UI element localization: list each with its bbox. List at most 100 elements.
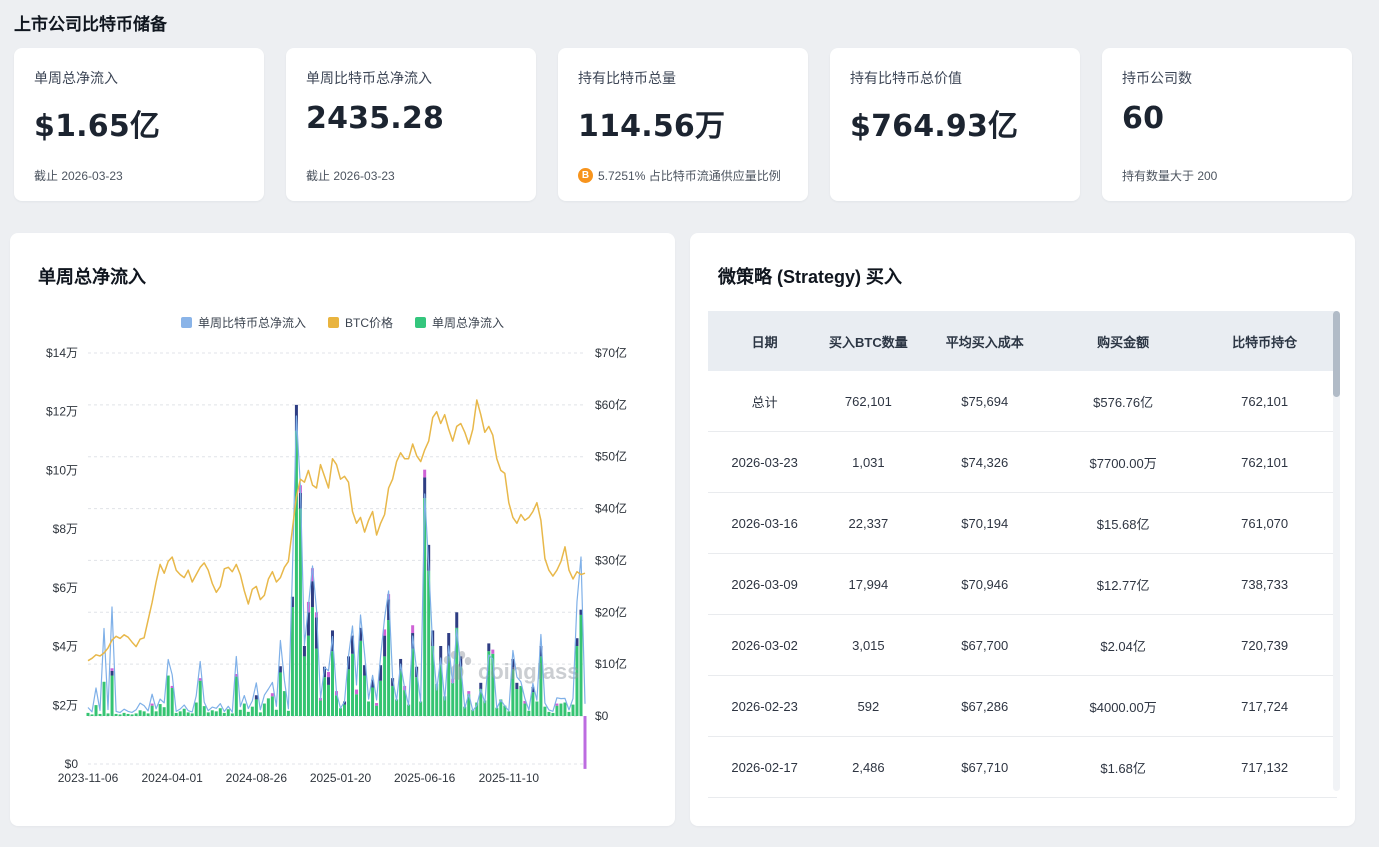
table-cell: $70,946 xyxy=(961,576,1009,592)
table-cell: 2026-03-09 xyxy=(731,576,798,592)
table-cell: 762,101 xyxy=(1241,393,1289,409)
stat-card-footnote: 截止 2026-03-23 xyxy=(34,169,123,183)
table-row: 2026-02-23 592 $67,286 $4000.00万 717,724 xyxy=(708,676,1337,737)
legend-item-1[interactable]: BTC价格 xyxy=(327,314,393,331)
stat-card-label: 单周总净流入 xyxy=(34,70,118,86)
coinglass-logo-icon xyxy=(443,656,451,664)
right-axis-tick-label: $0 xyxy=(595,709,609,723)
table-cell: 2026-03-16 xyxy=(731,515,798,531)
table-cell: 761,070 xyxy=(1241,515,1289,531)
stat-card-weekly-btc-net-inflow: 单周比特币总净流入 2435.28 截止 2026-03-23 xyxy=(286,48,536,201)
table-cell: 717,132 xyxy=(1241,759,1289,775)
x-axis-tick-label: 2025-06-16 xyxy=(394,771,456,785)
table-body: 总计 762,101 $75,694 $576.76亿 762,101 2026-03-2… xyxy=(708,371,1337,798)
table-column-header: 日期 xyxy=(751,334,778,350)
chart-axis-labels: $14万 $12万 $10万 $8万 $6万 $4万 $2万 $0 $70亿 $60亿 $50亿 $4… xyxy=(46,345,627,785)
table-cell: $15.68亿 xyxy=(1096,516,1150,532)
x-axis-tick-label: 2025-11-10 xyxy=(479,771,540,785)
left-axis-tick-label: $2万 xyxy=(53,698,78,712)
legend-swatch xyxy=(415,317,426,328)
table-cell: 1,031 xyxy=(852,454,885,470)
stat-card-label: 持有比特币总价值 xyxy=(850,70,962,86)
stat-card-weekly-net-inflow: 单周总净流入 $1.65亿 截止 2026-03-23 xyxy=(14,48,264,201)
negative-netflow-bar xyxy=(583,716,587,769)
page-title: 上市公司比特币储备 xyxy=(14,15,167,34)
legend-label: 单周总净流入 xyxy=(432,316,505,330)
table-cell: 17,994 xyxy=(848,576,889,592)
table-row: 2026-03-09 17,994 $70,946 $12.77亿 738,733 xyxy=(708,554,1337,615)
table-cell: 2026-02-23 xyxy=(731,698,798,714)
table-row: 2026-02-17 2,486 $67,710 $1.68亿 717,132 xyxy=(708,737,1337,798)
table-cell: $12.77亿 xyxy=(1096,577,1150,593)
table-cell: 762,101 xyxy=(1241,454,1289,470)
table-column-header: 比特币持仓 xyxy=(1232,334,1298,350)
table-column-header: 平均买入成本 xyxy=(945,334,1024,350)
coinglass-logo-icon xyxy=(450,651,458,659)
table-scrollbar[interactable] xyxy=(1333,311,1340,791)
table-cell: 2026-03-02 xyxy=(731,637,798,653)
table-cell: 3,015 xyxy=(852,637,885,653)
table-header: 日期 买入BTC数量 平均买入成本 购买金额 比特币持仓 xyxy=(708,311,1337,371)
table-row: 2026-03-23 1,031 $74,326 $7700.00万 762,101 xyxy=(708,432,1337,493)
stat-card-value: 60 xyxy=(1122,101,1165,136)
table-cell: $2.04亿 xyxy=(1100,638,1146,654)
table-row: 总计 762,101 $75,694 $576.76亿 762,101 xyxy=(708,371,1337,432)
left-axis-tick-label: $14万 xyxy=(46,346,78,360)
netflow-chart-panel: 单周总净流入 单周比特币总净流入 BTC价格 单周总净流入 $14万 $12万 $10万… xyxy=(10,233,675,826)
stat-card-value: 114.56万 xyxy=(578,109,726,144)
right-axis-tick-label: $60亿 xyxy=(595,397,627,412)
table-cell: $70,194 xyxy=(961,515,1009,531)
strategy-table: 日期 买入BTC数量 平均买入成本 购买金额 比特币持仓 总计 762,101 $75,69… xyxy=(708,311,1340,798)
table-row: 2026-03-02 3,015 $67,700 $2.04亿 720,739 xyxy=(708,615,1337,676)
x-axis-tick-label: 2024-04-01 xyxy=(141,771,203,785)
table-scrollbar-thumb[interactable] xyxy=(1333,311,1340,397)
legend-label: 单周比特币总净流入 xyxy=(197,316,306,330)
stat-card-footnote: B 5.7251% 占比特币流通供应量比例 xyxy=(578,167,781,184)
table-cell: 2026-03-23 xyxy=(731,454,798,470)
stat-card-label: 持币公司数 xyxy=(1122,70,1192,86)
left-axis-tick-label: $4万 xyxy=(53,640,78,654)
netflow-chart[interactable]: $14万 $12万 $10万 $8万 $6万 $4万 $2万 $0 $70亿 $60亿 $50亿 $4… xyxy=(10,341,675,811)
x-axis-tick-label: 2023-11-06 xyxy=(58,771,119,785)
right-axis-tick-label: $20亿 xyxy=(595,604,627,619)
table-cell: $1.68亿 xyxy=(1100,760,1146,776)
page: 上市公司比特币储备 单周总净流入 $1.65亿 截止 2026-03-23 单周… xyxy=(10,15,1355,826)
main-content: 单周总净流入 单周比特币总净流入 BTC价格 单周总净流入 $14万 $12万 $10万… xyxy=(10,233,1355,826)
legend-item-2[interactable]: 单周总净流入 xyxy=(415,314,504,331)
table-cell: $576.76亿 xyxy=(1093,394,1154,410)
table-cell: $4000.00万 xyxy=(1089,699,1157,715)
right-axis-tick-label: $10亿 xyxy=(595,656,627,671)
strategy-buys-panel: 微策略 (Strategy) 买入 日期 买入BTC数量 平均买入成本 购买金额 比特币… xyxy=(690,233,1355,826)
left-axis-tick-label: $0 xyxy=(65,757,79,771)
stat-card-value: 2435.28 xyxy=(306,101,445,136)
stat-cards: 单周总净流入 $1.65亿 截止 2026-03-23 单周比特币总净流入 24… xyxy=(14,48,1352,201)
table-cell: 2,486 xyxy=(852,759,885,775)
left-axis-tick-label: $6万 xyxy=(53,581,78,595)
x-axis-tick-label: 2025-01-20 xyxy=(310,771,372,785)
table-cell: $7700.00万 xyxy=(1089,455,1157,471)
legend-item-0[interactable]: 单周比特币总净流入 xyxy=(180,314,306,331)
stat-card-label: 持有比特币总量 xyxy=(578,70,676,86)
table-cell: $67,286 xyxy=(961,698,1009,714)
table-cell: 2026-02-17 xyxy=(731,759,798,775)
stat-card-value: $764.93亿 xyxy=(850,109,1019,144)
table-cell: $67,710 xyxy=(961,759,1009,775)
table-cell: $75,694 xyxy=(961,393,1009,409)
table-cell: $67,700 xyxy=(961,637,1009,653)
right-axis-tick-label: $50亿 xyxy=(595,449,627,464)
legend-swatch xyxy=(180,317,192,328)
bitcoin-icon: B xyxy=(578,168,593,183)
table-cell: 22,337 xyxy=(848,515,889,531)
stat-card-label: 单周比特币总净流入 xyxy=(306,70,432,86)
chart-title: 单周总净流入 xyxy=(38,267,146,287)
stat-card-company-count: 持币公司数 60 持有数量大于 200 xyxy=(1102,48,1352,201)
table-cell: 总计 xyxy=(751,394,778,410)
table-cell: 592 xyxy=(857,698,880,714)
table-column-header: 买入BTC数量 xyxy=(829,334,908,350)
netflow-bars xyxy=(86,404,587,769)
left-axis-tick-label: $10万 xyxy=(46,463,78,477)
right-axis-tick-label: $40亿 xyxy=(595,501,627,516)
stat-card-footnote: 持有数量大于 200 xyxy=(1122,169,1218,183)
legend-label: BTC价格 xyxy=(344,316,393,330)
stat-card-total-btc-held: 持有比特币总量 114.56万 B 5.7251% 占比特币流通供应量比例 xyxy=(558,48,808,201)
